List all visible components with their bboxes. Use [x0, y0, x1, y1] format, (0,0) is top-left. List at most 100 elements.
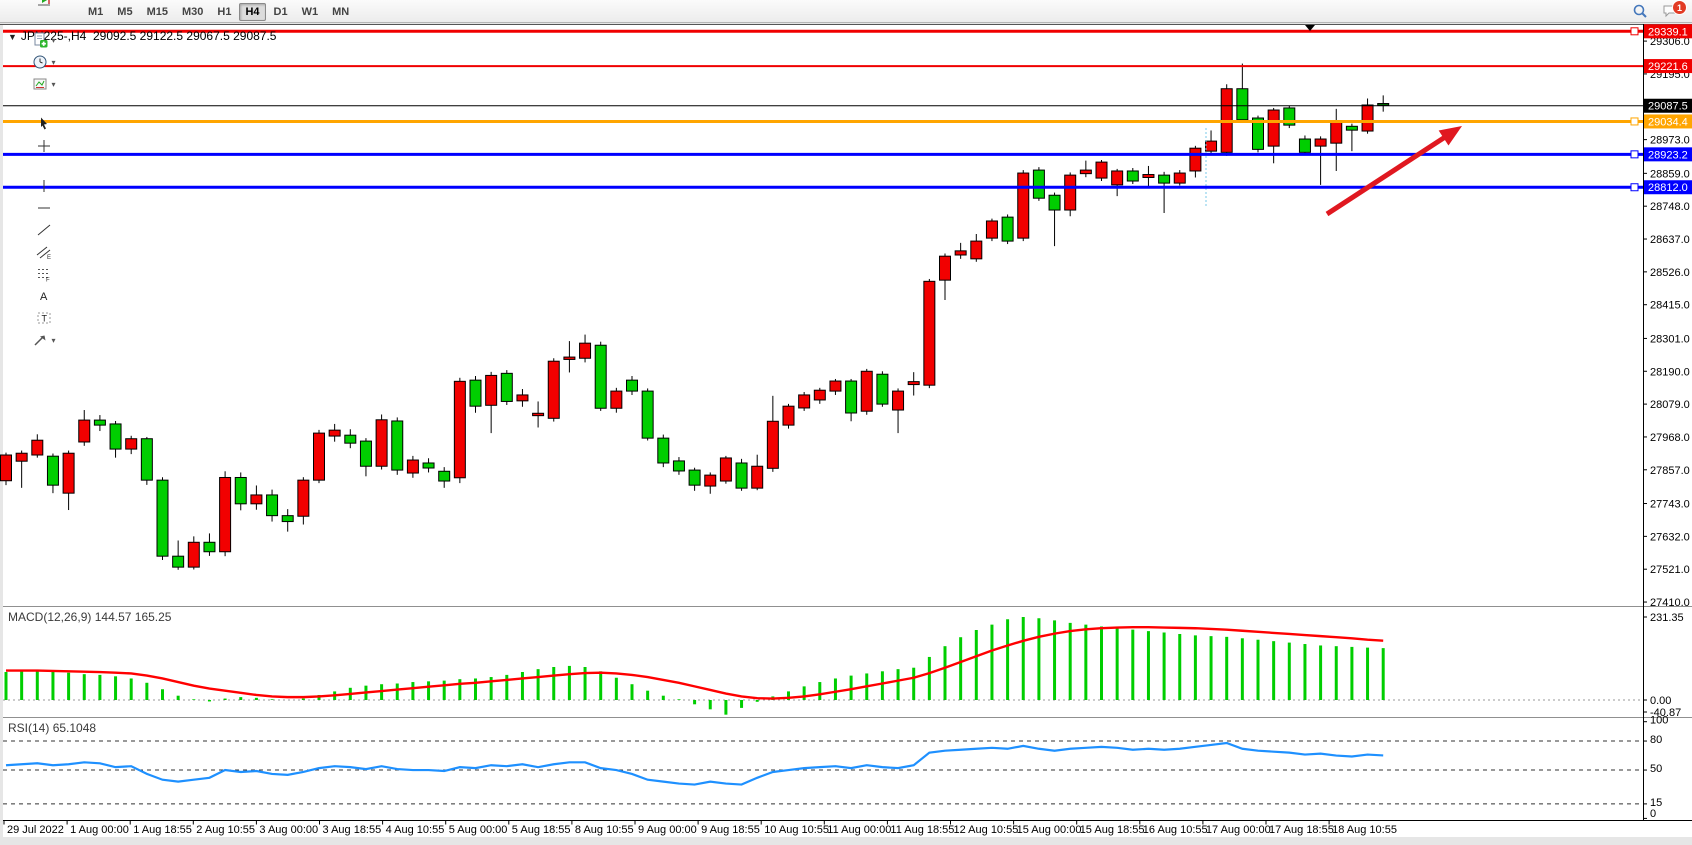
candle-body	[579, 342, 592, 359]
candle-body	[1126, 170, 1139, 182]
cursor-tool-button[interactable]	[6, 113, 81, 135]
price-tick-label: 28637.0	[1650, 234, 1690, 246]
time-tick-label: 10 Aug 10:55	[764, 824, 829, 836]
candle-body	[907, 381, 920, 386]
periods-menu-button[interactable]: ▾	[6, 51, 81, 73]
timeframe-toolbar: M1 M5 M15 M30 H1 H4 D1 W1 MN	[81, 2, 356, 21]
time-tick-label: 15 Aug 00:00	[1017, 824, 1082, 836]
channel-tool-button[interactable]: E	[6, 241, 81, 263]
line-handle[interactable]	[1630, 117, 1639, 126]
macd-signal-value: 165.25	[134, 610, 172, 624]
candle-body	[1236, 88, 1249, 121]
candle-body	[485, 374, 498, 406]
timeframe-w1-button[interactable]: W1	[301, 6, 319, 18]
fibo-icon: F	[37, 269, 50, 282]
candle-body	[1377, 103, 1390, 106]
toolbar-right: 1	[1632, 0, 1687, 22]
arrows-tool-button[interactable]: ▾	[6, 329, 81, 351]
price-badge	[1644, 147, 1692, 162]
time-tick-label: 9 Aug 18:55	[701, 824, 760, 836]
candle-body	[62, 452, 75, 494]
candle-body	[594, 344, 607, 409]
crosshair-tool-button[interactable]	[6, 135, 81, 157]
macd-indicator-label: MACD(12,26,9) 144.57 165.25	[8, 610, 171, 624]
candle-body	[344, 434, 357, 444]
svg-text:E: E	[47, 255, 51, 260]
candle-body	[1079, 169, 1092, 175]
candle-body	[751, 465, 764, 489]
cursor-icon	[40, 117, 47, 130]
candle-body	[1001, 216, 1014, 242]
timeframe-mn-button[interactable]: MN	[332, 6, 350, 18]
clock-icon	[33, 55, 46, 69]
candle-body	[109, 423, 122, 450]
auto-scroll-button[interactable]	[6, 0, 81, 11]
fibonacci-tool-button[interactable]: F	[6, 263, 81, 285]
price-tick-label: 28748.0	[1650, 201, 1690, 213]
chevron-down-icon[interactable]: ▾	[51, 57, 56, 67]
candle-body	[281, 515, 294, 523]
chart-menu-icon[interactable]: ▼	[8, 32, 17, 42]
price-tick-label: 27521.0	[1650, 564, 1690, 576]
price-badge	[1644, 114, 1692, 129]
rsi-line	[5, 741, 1384, 786]
chevron-down-icon[interactable]: ▾	[51, 335, 56, 345]
line-handle[interactable]	[1630, 150, 1639, 159]
candle-body	[1298, 138, 1311, 153]
price-badge-label: 29034.4	[1648, 116, 1688, 128]
price-tick-label: 28190.0	[1650, 366, 1690, 378]
candle-body	[954, 250, 967, 256]
price-tick-label: 28079.0	[1650, 399, 1690, 411]
trendline-tool-button[interactable]	[6, 219, 81, 241]
rsi-axis-label: 100	[1650, 715, 1668, 727]
macd-name: MACD(12,26,9)	[8, 610, 92, 624]
candle-body	[0, 454, 12, 482]
chart-background[interactable]	[3, 24, 1692, 837]
timeframe-h1-button[interactable]: H1	[217, 6, 232, 18]
vertical-line-tool-button[interactable]	[6, 175, 81, 197]
timeframe-h4-button[interactable]: H4	[239, 3, 266, 21]
rsi-axis-label: 0	[1650, 808, 1656, 820]
candle-body	[266, 494, 279, 517]
text-tool-button[interactable]: A	[6, 285, 81, 307]
candle-body	[78, 419, 91, 443]
candle-body	[328, 429, 341, 437]
candle-body	[860, 370, 873, 412]
rsi-axis-label: 50	[1650, 763, 1662, 775]
timeframe-m30-button[interactable]: M30	[181, 6, 204, 18]
horizontal-line-tool-button[interactable]	[6, 197, 81, 219]
candle-body	[657, 437, 670, 464]
timeframe-m1-button[interactable]: M1	[88, 6, 104, 18]
candle-body	[1111, 170, 1124, 186]
notifications-button[interactable]: 1	[1662, 0, 1687, 19]
time-tick-label: 9 Aug 00:00	[638, 824, 697, 836]
timeframe-d1-button[interactable]: D1	[273, 6, 288, 18]
search-button[interactable]	[1632, 3, 1648, 19]
text-label-tool-button[interactable]: T	[6, 307, 81, 329]
templates-menu-button[interactable]: ▾	[6, 73, 81, 95]
chevron-down-icon[interactable]: ▾	[51, 35, 56, 45]
new-chart-button[interactable]: ▾	[6, 29, 81, 51]
candle-body	[845, 380, 858, 414]
price-tick-label: 27968.0	[1650, 432, 1690, 444]
candle-body	[1345, 125, 1358, 131]
trend-arrow-line[interactable]	[1325, 130, 1454, 217]
line-handle[interactable]	[1630, 183, 1639, 192]
chart-marker-icon[interactable]	[1305, 25, 1315, 31]
candle-body	[46, 455, 59, 486]
time-tick-label: 3 Aug 18:55	[323, 824, 382, 836]
time-tick-label: 3 Aug 00:00	[259, 824, 318, 836]
chevron-down-icon[interactable]: ▾	[51, 79, 56, 89]
line-handle[interactable]	[1630, 27, 1639, 36]
template-icon	[33, 78, 46, 90]
macd-axis-label: 0.00	[1650, 695, 1671, 707]
candle-body	[1064, 174, 1077, 211]
candle-body	[297, 479, 310, 517]
timeframe-m15-button[interactable]: M15	[146, 6, 168, 18]
timeframe-m5-button[interactable]: M5	[117, 6, 133, 18]
rsi-axis: 100 80 50 150	[1643, 715, 1668, 820]
price-badge-label: 29221.6	[1648, 61, 1688, 73]
trend-arrow-head[interactable]	[1438, 126, 1462, 146]
